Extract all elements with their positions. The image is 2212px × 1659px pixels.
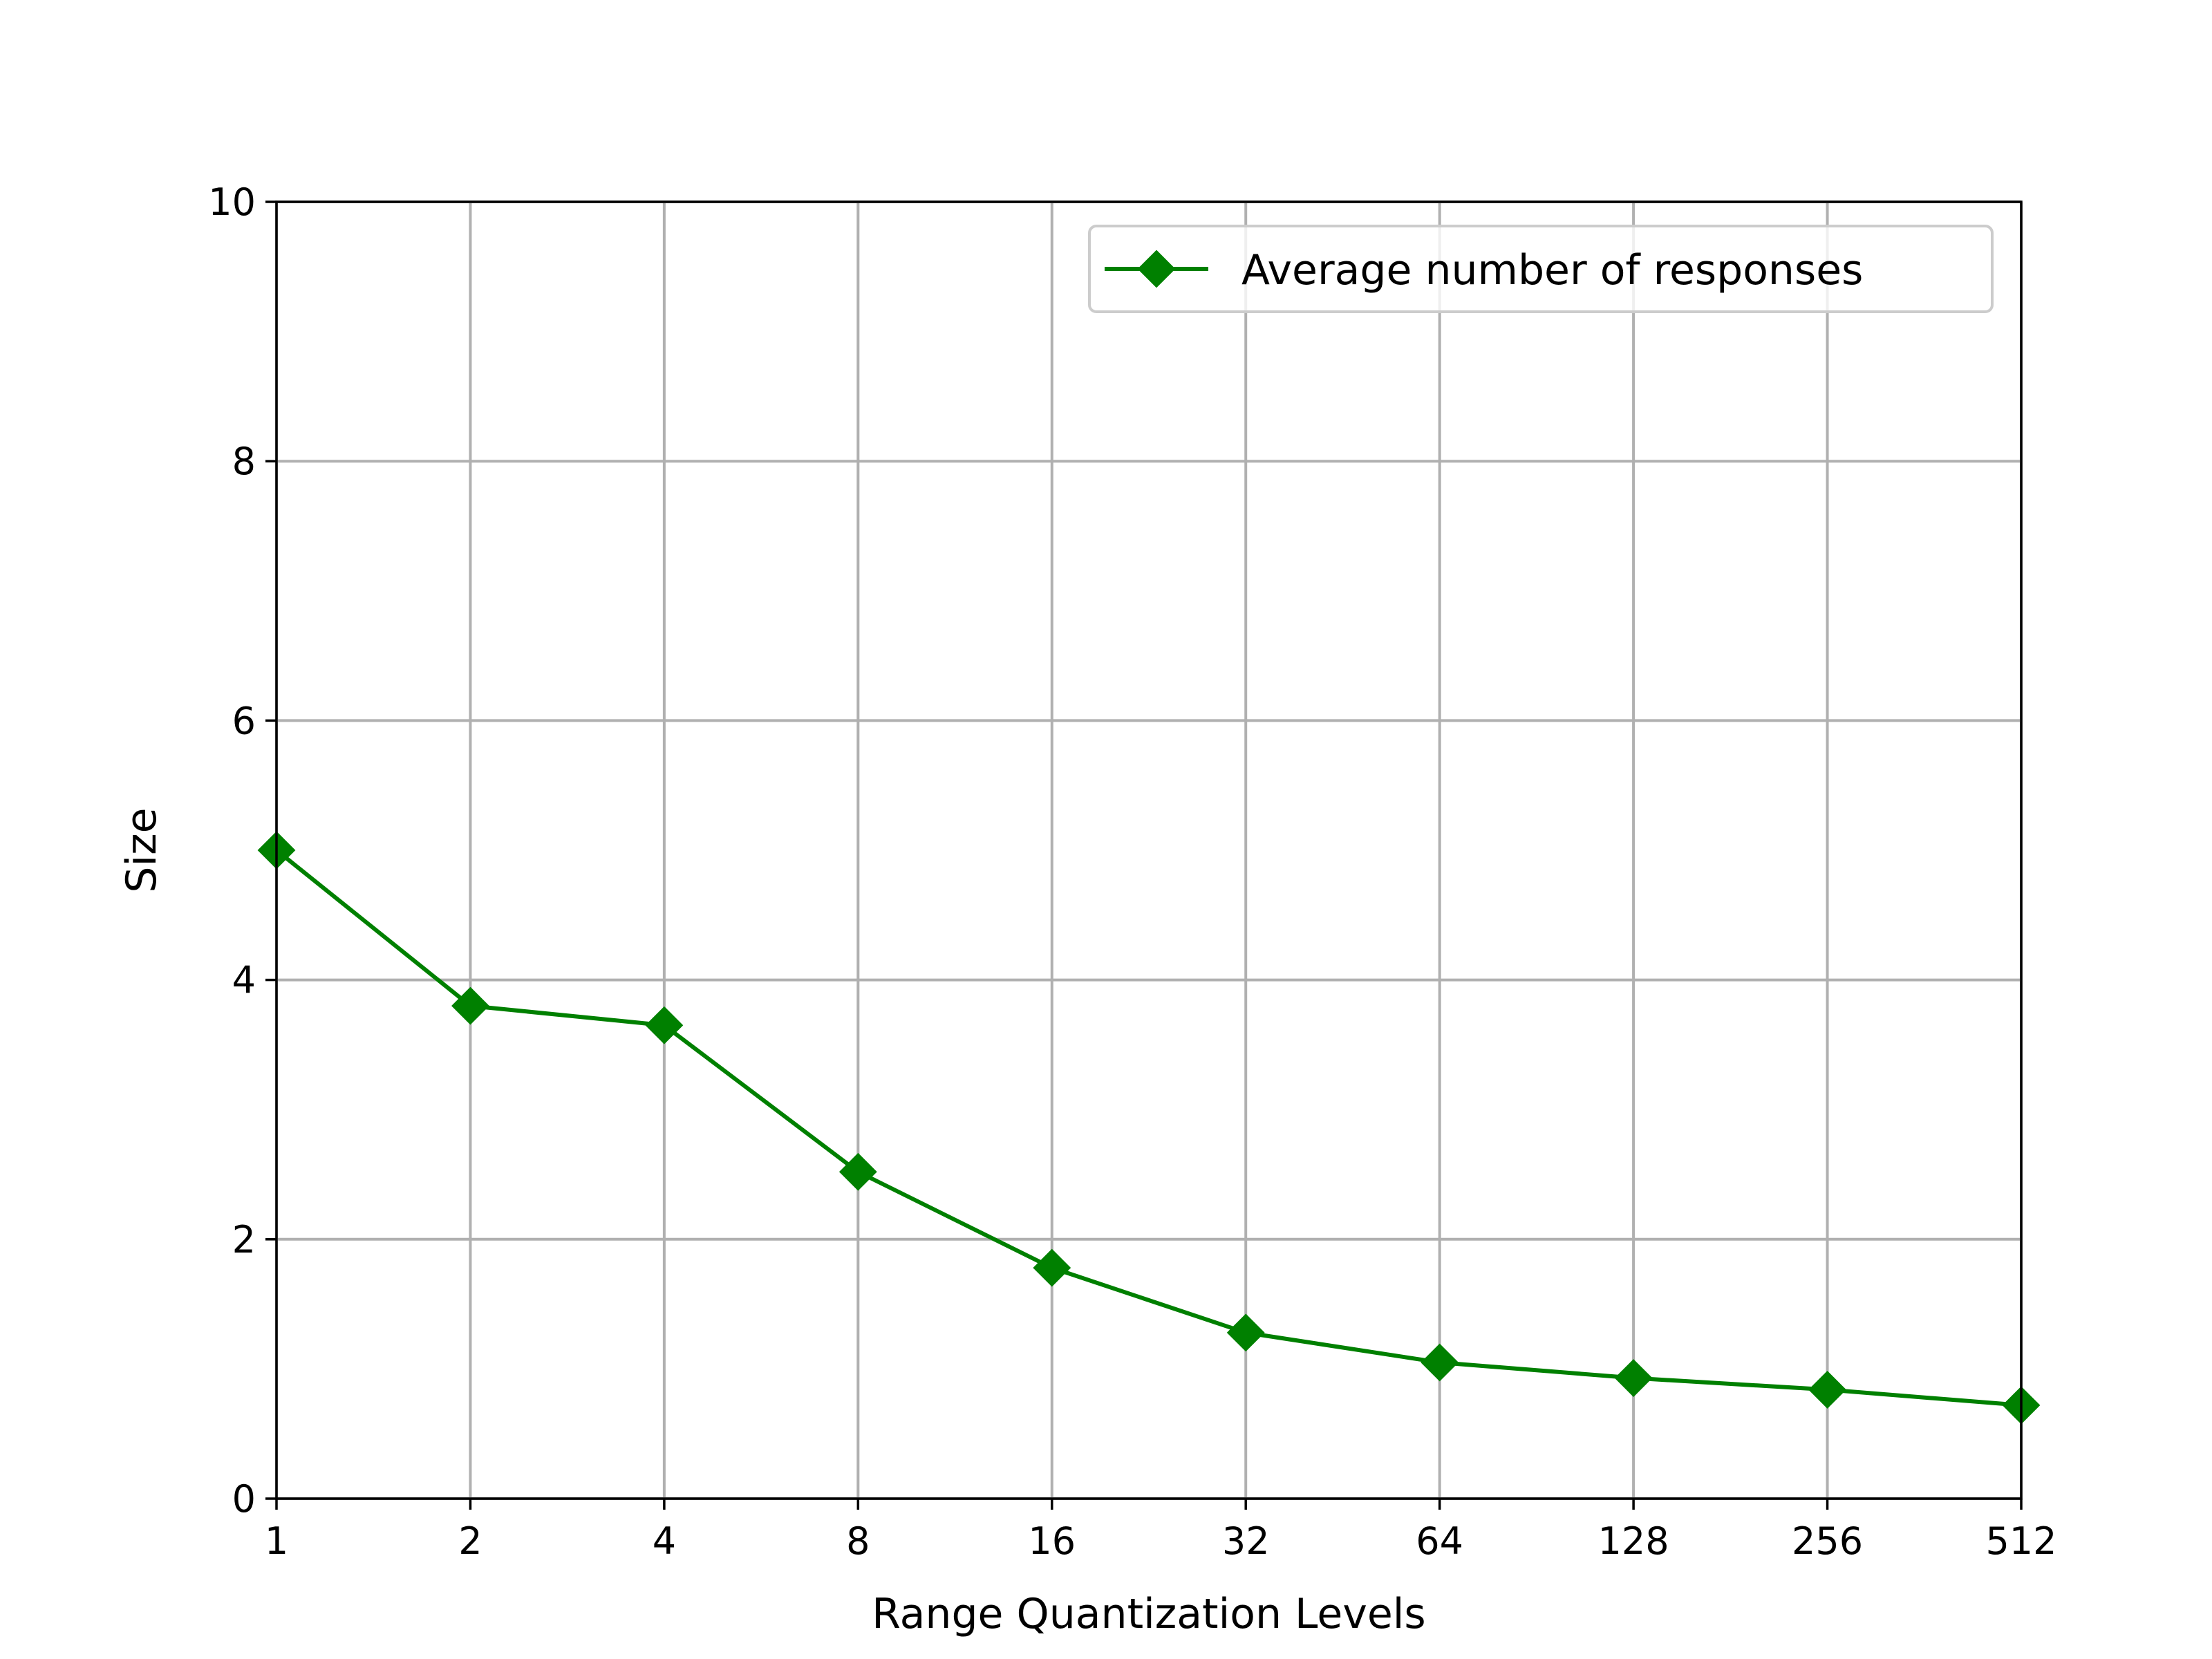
legend-marker-swatch — [1137, 250, 1176, 288]
data-point-marker — [451, 986, 489, 1025]
y-tick-label: 2 — [232, 1218, 256, 1262]
x-tick-label: 4 — [653, 1519, 676, 1563]
x-tick-label: 512 — [1985, 1519, 2056, 1563]
data-point-marker — [1808, 1371, 1846, 1409]
series-line — [275, 848, 2022, 1407]
x-tick-label: 2 — [458, 1519, 482, 1563]
legend-label: Average number of responses — [1241, 246, 1863, 294]
axis-ticks: 1 2 4 8 16 32 64 128 256 512 0 2 4 6 8 10 — [208, 180, 2056, 1563]
x-tick-label: 64 — [1416, 1519, 1463, 1563]
x-tick-label: 8 — [846, 1519, 870, 1563]
y-tick-label: 4 — [232, 959, 256, 1002]
legend-box — [1088, 225, 1994, 313]
data-point-marker — [1033, 1248, 1071, 1287]
y-tick-label: 0 — [232, 1477, 256, 1521]
data-point-marker — [1226, 1313, 1265, 1352]
data-point-marker — [838, 1152, 877, 1191]
plot-frame — [275, 200, 2023, 1500]
y-tick-label: 6 — [232, 699, 256, 742]
x-tick-label: 16 — [1028, 1519, 1076, 1563]
y-axis-title: Size — [118, 807, 166, 892]
x-axis-title: Range Quantization Levels — [872, 1590, 1425, 1638]
x-tick-label: 128 — [1598, 1519, 1669, 1563]
y-tick-label: 8 — [232, 440, 256, 483]
data-point-marker — [1614, 1359, 1653, 1397]
data-point-marker — [645, 1006, 684, 1044]
y-tick-label: 10 — [208, 180, 256, 224]
x-tick-label: 256 — [1792, 1519, 1863, 1563]
x-tick-label: 32 — [1222, 1519, 1270, 1563]
legend: Average number of responses — [1088, 225, 1994, 313]
data-point-marker — [1421, 1343, 1459, 1382]
x-tick-label: 1 — [265, 1519, 288, 1563]
